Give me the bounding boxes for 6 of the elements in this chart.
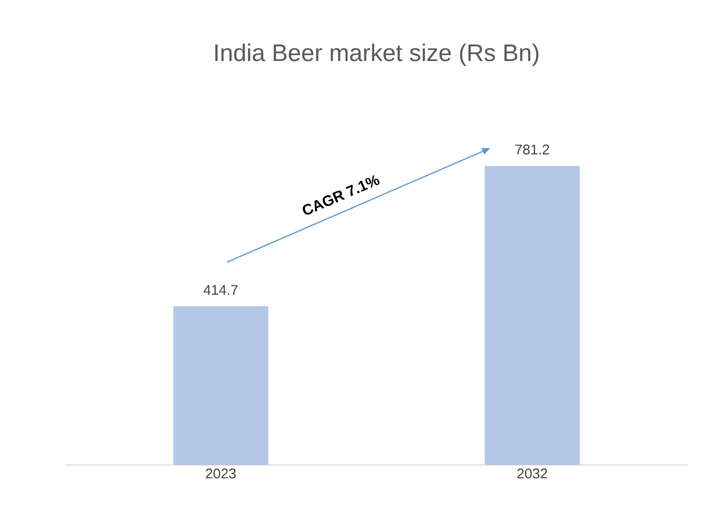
data-label: 414.7 <box>204 285 238 295</box>
data-label: 781.2 <box>515 144 550 154</box>
annotation: CAGR 7.1% <box>302 175 380 215</box>
chart-title: India Beer market size (Rs Bn) <box>215 44 538 66</box>
x-tick-label: 2023 <box>206 468 236 478</box>
x-tick-label: 2032 <box>517 468 548 478</box>
